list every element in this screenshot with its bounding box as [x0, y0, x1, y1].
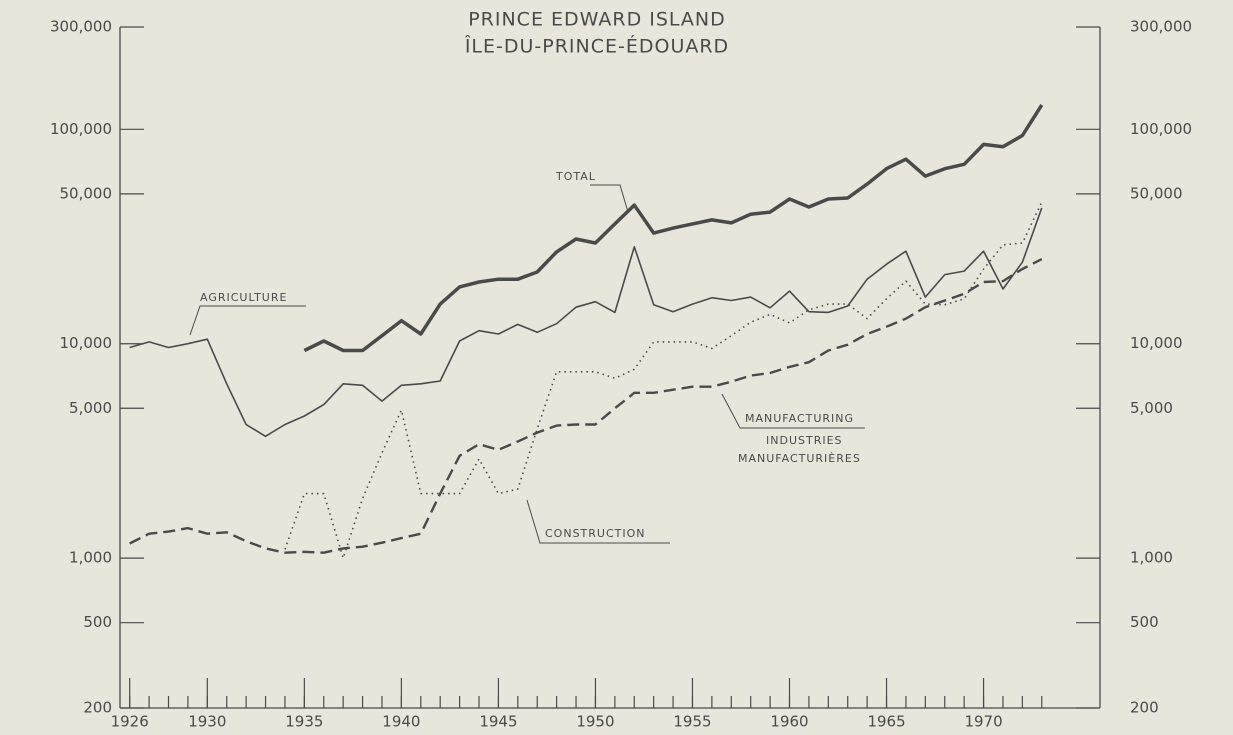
- y-tick-label: 300,000: [50, 18, 112, 36]
- construction-label: CONSTRUCTION: [545, 527, 646, 540]
- series-line: [129, 207, 1043, 438]
- x-tick-label: 1940: [382, 713, 420, 731]
- x-tick-label: 1935: [285, 713, 323, 731]
- x-tick-label: 1955: [673, 713, 711, 731]
- y2-tick-label: 300,000: [1130, 18, 1192, 36]
- series-line: [284, 201, 1043, 559]
- x-tick-label: 1970: [964, 713, 1002, 731]
- y-tick-label: 100,000: [50, 120, 112, 138]
- y-tick-label: 5,000: [69, 399, 112, 417]
- total-label: TOTAL: [555, 170, 596, 183]
- annotation: INDUSTRIES: [766, 434, 843, 447]
- annotation: MANUFACTURIÈRES: [738, 452, 861, 465]
- y-tick-label: 500: [83, 613, 112, 631]
- x-tick-label: 1926: [111, 713, 149, 731]
- chart-title: PRINCE EDWARD ISLAND: [468, 9, 726, 31]
- x-tick-label: 1945: [479, 713, 517, 731]
- x-tick-label: 1965: [867, 713, 905, 731]
- y2-tick-label: 100,000: [1130, 120, 1192, 138]
- leader: [526, 499, 670, 544]
- manufacturing-label: MANUFACTURING: [745, 412, 854, 425]
- y2-tick-label: 5,000: [1130, 399, 1173, 417]
- y2-tick-label: 200: [1130, 699, 1159, 717]
- y-tick-label: 1,000: [69, 549, 112, 567]
- x-tick-label: 1930: [188, 713, 226, 731]
- y-tick-label: 200: [83, 699, 112, 717]
- series-line: [303, 103, 1044, 353]
- y2-tick-label: 10,000: [1130, 334, 1183, 352]
- x-tick-label: 1950: [576, 713, 614, 731]
- chart-subtitle: ÎLE-DU-PRINCE-ÉDOUARD: [464, 35, 729, 58]
- y-tick-label: 10,000: [60, 334, 113, 352]
- agriculture-label: AGRICULTURE: [200, 291, 287, 304]
- y2-tick-label: 50,000: [1130, 184, 1183, 202]
- y2-tick-label: 500: [1130, 613, 1159, 631]
- series-line: [129, 258, 1043, 554]
- y2-tick-label: 1,000: [1130, 549, 1173, 567]
- leader: [189, 305, 306, 336]
- leader: [590, 184, 629, 213]
- y-tick-label: 50,000: [60, 184, 113, 202]
- x-tick-label: 1960: [770, 713, 808, 731]
- leader: [721, 393, 865, 429]
